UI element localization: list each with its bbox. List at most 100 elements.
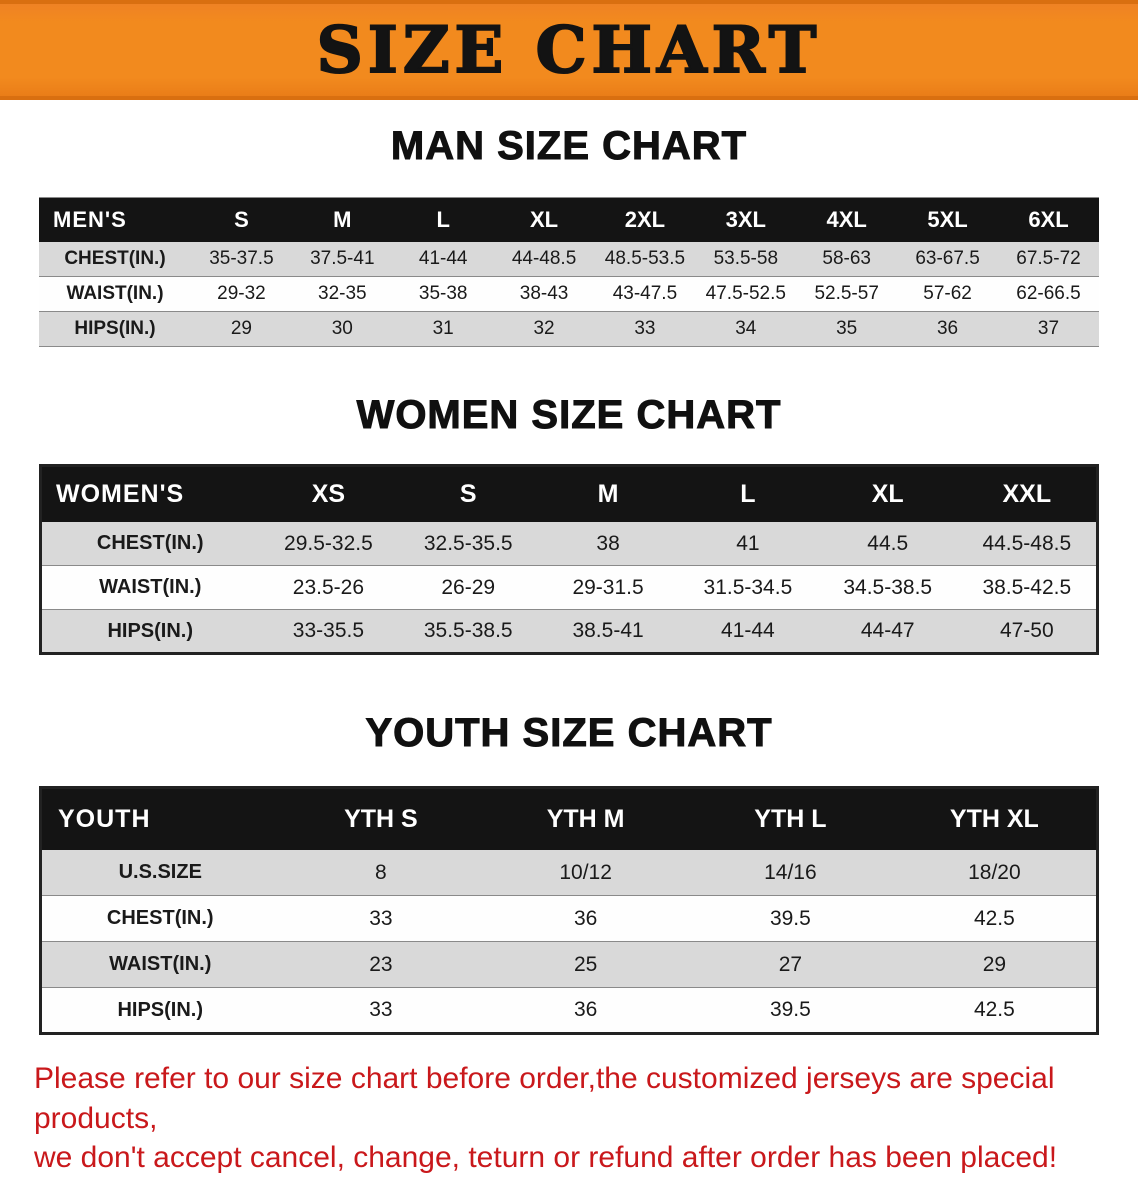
measurement-value: 47-50: [999, 619, 1054, 642]
measurement-value: 39.5: [769, 998, 811, 1021]
measurement-value: 36: [936, 318, 959, 339]
measurement-value: 27: [778, 952, 803, 976]
women-size-column-header: XXL: [1002, 479, 1052, 508]
men-size-column-header: 4XL: [826, 206, 867, 232]
men-size-column-header: 2XL: [624, 206, 666, 232]
row-label: CHEST(IN.): [64, 248, 166, 269]
disclaimer-line-2: we don't accept cancel, change, teturn o…: [34, 1141, 1058, 1175]
women-size-column-header: M: [597, 479, 619, 508]
men-measurement-row: WAIST(IN.) 29-32 32-35 35-38 38-43 43-47.5 47.…: [39, 276, 1099, 312]
measurement-value: 35-38: [418, 283, 468, 304]
women-size-column-header: XL: [871, 479, 904, 508]
women-measurement-row: WAIST(IN.) 23.5-26 26-29 29-31.5 31.5-34.5 34…: [40, 565, 1098, 610]
measurement-value: 44-47: [860, 619, 915, 642]
women-size-column-header: L: [740, 479, 756, 508]
measurement-value: 34: [735, 318, 757, 339]
measurement-value: 39.5: [769, 906, 811, 930]
measurement-value: 29.5-32.5: [284, 531, 373, 555]
measurement-value: 32.5-35.5: [423, 531, 513, 555]
measurement-value: 29: [230, 318, 252, 339]
measurement-value: 31: [432, 318, 454, 339]
measurement-value: 33: [369, 998, 393, 1021]
youth-size-column-header: YTH S: [344, 804, 418, 833]
women-measurement-row: HIPS(IN.) 33-35.5 35.5-38.5 38.5-41 41-44 44-…: [40, 609, 1098, 654]
men-section-heading: MAN SIZE CHART: [390, 124, 748, 169]
measurement-value: 29-32: [217, 283, 266, 304]
measurement-value: 38-43: [519, 283, 569, 304]
measurement-value: 37: [1037, 318, 1060, 339]
measurement-value: 36: [573, 998, 598, 1021]
disclaimer-line-1: Please refer to our size chart before or…: [34, 1062, 1055, 1135]
youth-section-heading: YOUTH SIZE CHART: [365, 711, 773, 756]
measurement-value: 41: [736, 531, 760, 555]
measurement-value: 14/16: [764, 860, 817, 884]
measurement-value: 37.5-41: [310, 248, 375, 269]
measurement-value: 33: [369, 906, 393, 930]
men-size-column-header: M: [333, 206, 352, 232]
youth-header-row: YOUTH YTH S YTH M YTH L YTH XL: [40, 787, 1098, 850]
youth-size-column-header: YTH M: [546, 804, 625, 833]
measurement-value: 31.5-34.5: [703, 575, 793, 599]
row-label: HIPS(IN.): [74, 318, 156, 339]
youth-size-column-header: YTH L: [754, 804, 827, 833]
measurement-value: 42.5: [973, 906, 1015, 930]
row-label: CHEST(IN.): [106, 907, 214, 929]
measurement-value: 43-47.5: [612, 283, 678, 304]
row-label: WAIST(IN.): [99, 576, 202, 598]
women-size-column-header: XS: [311, 479, 346, 508]
men-header-row: MEN'S S M L XL 2XL 3XL 4XL 5XL 6XL: [39, 197, 1099, 242]
row-label: WAIST(IN.): [66, 283, 164, 304]
men-size-column-header: S: [234, 206, 249, 232]
measurement-value: 58-63: [822, 248, 871, 269]
row-label: HIPS(IN.): [107, 619, 194, 642]
women-section: WOMEN SIZE CHART WOMEN'S XS S M L XL XXL CHEST(…: [0, 393, 1138, 655]
youth-size-column-header: YTH XL: [949, 804, 1039, 833]
measurement-value: 25: [573, 952, 598, 976]
disclaimer: Please refer to our size chart before or…: [0, 1059, 1138, 1178]
measurement-value: 8: [375, 860, 387, 884]
measurement-value: 44.5-48.5: [982, 531, 1072, 555]
measurement-value: 67.5-72: [1016, 248, 1081, 269]
measurement-value: 44-48.5: [511, 248, 577, 269]
measurement-value: 29: [982, 952, 1007, 976]
youth-size-table: YOUTH YTH S YTH M YTH L YTH XL U.S.SIZE 8 10/12…: [39, 786, 1099, 1035]
youth-table-title: YOUTH: [58, 804, 151, 833]
row-label: CHEST(IN.): [96, 532, 204, 554]
measurement-value: 35.5-38.5: [423, 619, 513, 642]
row-label: WAIST(IN.): [109, 953, 212, 975]
women-section-heading: WOMEN SIZE CHART: [356, 393, 782, 438]
measurement-value: 10/12: [559, 860, 612, 884]
men-measurement-row: HIPS(IN.) 29 30 31 32 33 34 35 36 37: [39, 311, 1099, 347]
measurement-value: 48.5-53.5: [604, 248, 686, 269]
men-size-column-header: 6XL: [1028, 206, 1069, 232]
youth-measurement-row: U.S.SIZE 8 10/12 14/16 18/20: [40, 849, 1098, 896]
measurement-value: 57-62: [923, 283, 972, 304]
measurement-value: 63-67.5: [915, 248, 980, 269]
measurement-value: 41-44: [721, 619, 775, 642]
measurement-value: 34.5-38.5: [843, 575, 933, 599]
women-header-row: WOMEN'S XS S M L XL XXL: [40, 465, 1098, 522]
measurement-value: 33-35.5: [292, 619, 365, 642]
men-size-column-header: L: [436, 206, 450, 232]
men-measurement-row: CHEST(IN.) 35-37.5 37.5-41 41-44 44-48.5 48.5…: [39, 241, 1099, 277]
measurement-value: 26-29: [441, 575, 496, 599]
size-chart-banner: SIZE CHART: [0, 0, 1138, 100]
measurement-value: 33: [634, 318, 656, 339]
measurement-value: 38.5-41: [572, 619, 644, 642]
men-size-column-header: XL: [530, 206, 559, 232]
measurement-value: 23.5-26: [292, 575, 365, 599]
measurement-value: 36: [573, 906, 598, 930]
measurement-value: 53.5-58: [713, 248, 779, 269]
women-size-table: WOMEN'S XS S M L XL XXL CHEST(IN.) 29.5-32.5 32.5…: [39, 464, 1099, 655]
women-table-title: WOMEN'S: [56, 479, 185, 508]
measurement-value: 18/20: [968, 860, 1021, 884]
men-size-column-header: 5XL: [927, 206, 968, 232]
youth-measurement-row: CHEST(IN.) 33 36 39.5 42.5: [40, 895, 1098, 942]
youth-section: YOUTH SIZE CHART YOUTH YTH S YTH M YTH L YTH…: [0, 711, 1138, 1035]
men-size-table: MEN'S S M L XL 2XL 3XL 4XL 5XL 6XL CHEST(IN.) 35-37…: [39, 197, 1099, 347]
measurement-value: 23: [369, 952, 393, 976]
men-size-column-header: 3XL: [725, 206, 766, 232]
measurement-value: 30: [331, 318, 353, 339]
women-measurement-row: CHEST(IN.) 29.5-32.5 32.5-35.5 38 41 44.5 44.5…: [40, 521, 1098, 566]
row-label: U.S.SIZE: [118, 861, 202, 883]
